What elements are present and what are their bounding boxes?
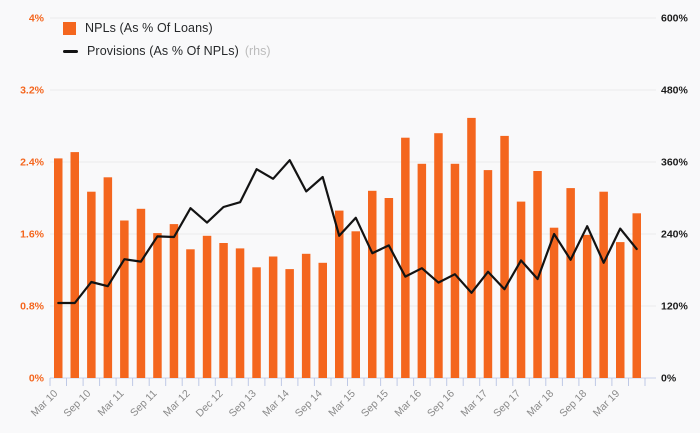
y-left-tick-label: 3.2% — [20, 85, 45, 97]
x-tick-label: Sep 10 — [61, 388, 93, 420]
x-tick-label: Mar 15 — [326, 388, 358, 420]
x-tick-label: Sep 11 — [128, 388, 160, 420]
npl-bar — [384, 198, 394, 378]
npl-bar — [169, 224, 179, 378]
npl-bar — [318, 262, 327, 378]
npl-bar — [235, 248, 245, 378]
line-swatch-icon — [63, 49, 78, 53]
npl-bar — [351, 231, 360, 378]
x-tick-label: Sep 15 — [359, 388, 391, 420]
x-tick-label: Mar 14 — [260, 388, 292, 420]
y-right-tick-label: 120% — [661, 301, 689, 313]
npl-bar — [467, 117, 476, 379]
y-right-tick-label: 240% — [661, 229, 689, 241]
x-tick-label: Mar 12 — [161, 388, 193, 420]
npl-bar — [582, 234, 592, 378]
x-tick-label: Sep 13 — [227, 388, 259, 420]
npl-bar — [87, 191, 96, 378]
npl-bar — [450, 163, 460, 378]
npl-bar — [483, 170, 493, 378]
npl-bar — [335, 210, 344, 378]
npl-bar — [632, 213, 641, 378]
x-tick-label: Sep 18 — [557, 388, 589, 420]
npl-bar — [417, 163, 427, 378]
y-left-tick-label: 0% — [29, 373, 45, 385]
legend-label-npls: NPLs (As % Of Loans) — [85, 21, 213, 35]
x-tick-label: Sep 14 — [293, 388, 325, 420]
provisions-line — [57, 159, 638, 305]
npl-bar — [103, 177, 113, 378]
y-left-tick-label: 4% — [29, 13, 45, 25]
npl-bar — [616, 242, 625, 378]
npl-bar — [219, 243, 228, 378]
npl-bar — [566, 188, 575, 378]
y-left-tick-label: 1.6% — [20, 229, 45, 241]
npl-bar — [549, 227, 559, 378]
npl-bar — [368, 190, 377, 378]
npl-bar — [136, 208, 146, 378]
x-tick-label: Sep 16 — [425, 388, 457, 420]
npl-bar — [599, 191, 608, 378]
legend-item-provisions[interactable]: Provisions (As % Of NPLs) (rhs) — [63, 44, 271, 58]
x-tick-label: Mar 11 — [95, 388, 126, 419]
y-right-tick-label: 600% — [661, 13, 689, 25]
x-tick-label: Mar 18 — [525, 388, 557, 420]
y-right-tick-label: 0% — [661, 373, 677, 385]
x-tick-label: Dec 12 — [194, 388, 226, 420]
y-left-tick-label: 2.4% — [20, 157, 45, 169]
x-tick-label: Mar 17 — [459, 388, 491, 420]
npl-bar — [153, 233, 162, 378]
y-right-tick-label: 360% — [661, 157, 689, 169]
npl-bar — [301, 253, 311, 378]
x-tick-label: Mar 10 — [29, 388, 61, 420]
npl-bar — [434, 133, 443, 378]
npl-bar — [252, 267, 261, 378]
bar-swatch-icon — [63, 21, 76, 35]
y-left-tick-label: 0.8% — [20, 301, 45, 313]
x-tick-label: Mar 16 — [392, 388, 424, 420]
npl-bar — [70, 152, 79, 378]
npl-bar — [516, 201, 526, 378]
legend-item-npls[interactable]: NPLs (As % Of Loans) — [63, 21, 271, 35]
npl-bar — [285, 269, 294, 378]
legend-label-provisions: Provisions (As % Of NPLs) — [87, 44, 239, 58]
npl-bar — [54, 158, 63, 378]
y-right-tick-label: 480% — [661, 85, 689, 97]
npl-bar — [268, 256, 278, 378]
legend: NPLs (As % Of Loans) Provisions (As % Of… — [63, 21, 271, 58]
npl-bar — [120, 220, 129, 378]
x-tick-label: Mar 19 — [591, 388, 623, 420]
legend-rhs-suffix: (rhs) — [244, 44, 271, 58]
npl-bar — [401, 137, 410, 378]
npl-bar — [500, 135, 509, 378]
x-tick-label: Sep 17 — [491, 388, 523, 420]
npl-bar — [202, 235, 212, 378]
npl-bar — [533, 171, 542, 378]
npl-bar — [186, 249, 195, 378]
